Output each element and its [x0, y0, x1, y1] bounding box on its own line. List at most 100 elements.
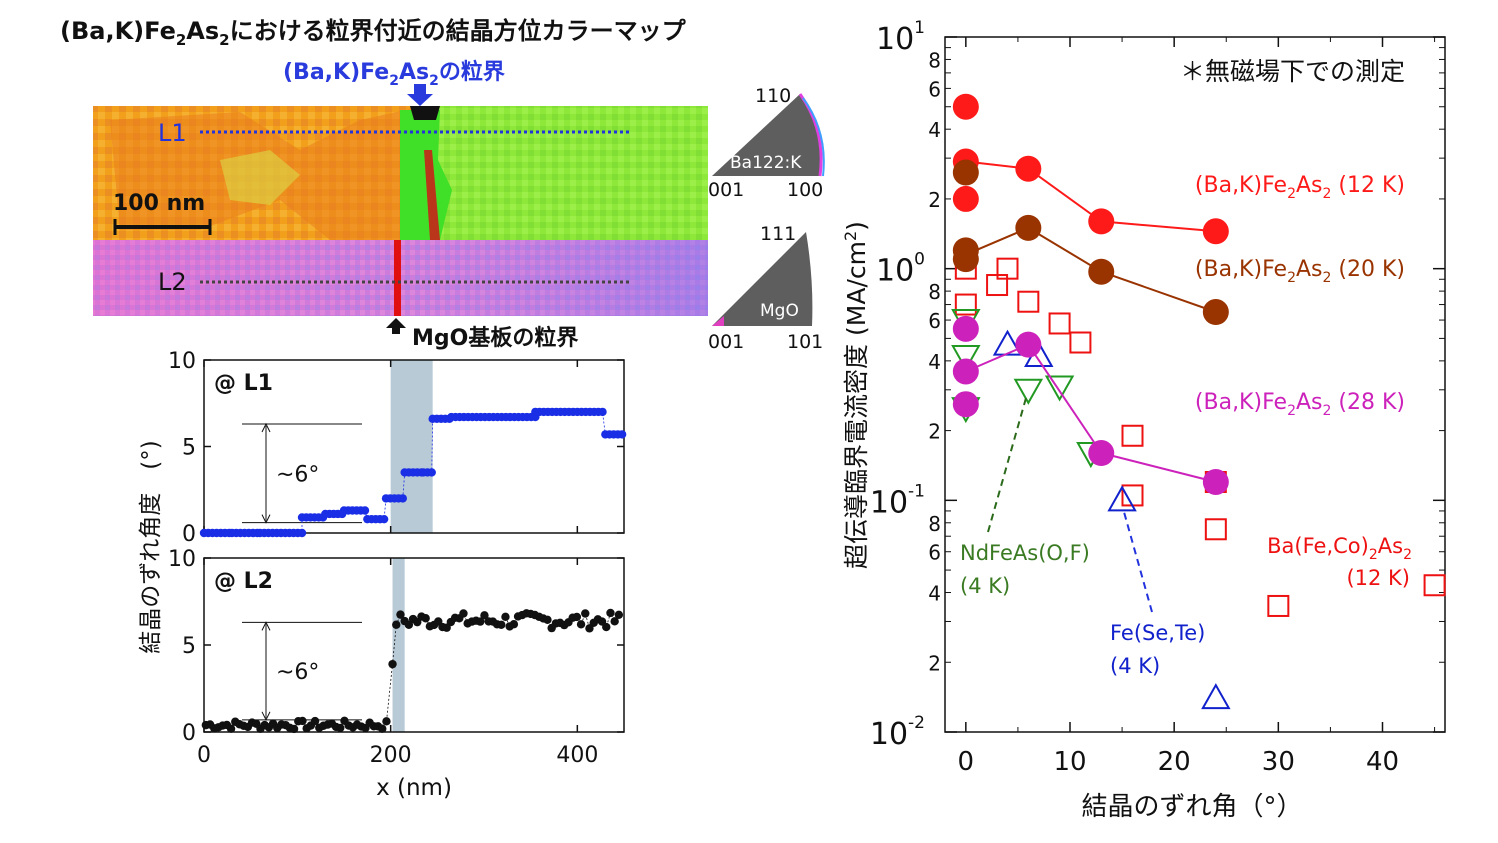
y-minor-label: 8 — [928, 512, 941, 536]
data-point — [480, 611, 489, 620]
data-point — [404, 620, 414, 629]
y-tick-label: 10 — [168, 349, 196, 374]
bracket-arrowhead — [261, 422, 271, 433]
data-point — [581, 609, 590, 618]
line-l2-label: L2 — [158, 268, 187, 296]
scale-bar: 100 nm — [113, 191, 212, 235]
jc-note: ＊無磁場下での測定 — [1180, 57, 1405, 86]
data-point — [952, 358, 979, 385]
series-line — [965, 160, 1216, 233]
y-tick-label: 10-1 — [870, 481, 925, 520]
data-point — [1044, 375, 1075, 402]
x-tick-label: 400 — [556, 743, 598, 768]
data-point — [1202, 218, 1229, 245]
data-point — [382, 717, 391, 726]
label-bak-28k: (Ba,K)Fe2As2 (28 K) — [1195, 390, 1405, 419]
data-point — [1202, 468, 1229, 495]
data-point — [952, 185, 979, 212]
color-key-ba122: 110 Ba122:K 001 100 — [708, 85, 825, 201]
data-point — [396, 610, 405, 619]
y-minor-label: 2 — [928, 420, 941, 444]
data-point — [952, 391, 979, 418]
data-point — [1048, 312, 1071, 335]
x-tick-label: 20 — [1158, 747, 1191, 777]
data-point — [1423, 574, 1446, 597]
data-point — [1204, 518, 1227, 541]
y-minor-label: 6 — [928, 541, 941, 565]
y-minor-label: 8 — [928, 280, 941, 304]
data-point — [378, 724, 387, 733]
grain-boundary-arrow-icon — [407, 84, 433, 106]
data-point — [310, 716, 320, 726]
y-minor-label: 2 — [928, 188, 941, 212]
data-point — [952, 159, 979, 186]
data-point — [427, 468, 436, 477]
data-point — [379, 514, 389, 524]
data-point — [1088, 208, 1115, 235]
data-point — [1121, 424, 1144, 447]
y-tick-label: 10 — [168, 547, 196, 572]
label-ndfeas: NdFeAs(O,F) — [960, 541, 1090, 565]
data-point — [289, 724, 299, 734]
y-minor-label: 6 — [928, 77, 941, 101]
data-point — [226, 724, 236, 733]
data-point — [336, 723, 345, 733]
y-tick-label: 10-2 — [870, 713, 925, 752]
key2-top-label: 111 — [760, 223, 796, 245]
chart-l1: 0 5 10 @ L1 ~6° — [168, 349, 627, 547]
y-minor-label: 4 — [928, 118, 941, 142]
data-point — [614, 610, 624, 620]
bracket-arrowhead — [261, 711, 271, 721]
data-point — [392, 620, 401, 629]
data-point — [1202, 299, 1229, 326]
data-point — [421, 614, 430, 623]
bracket-arrowhead — [261, 621, 271, 631]
grain-boundary-label: (Ba,K)Fe2As2の粒界 — [283, 59, 505, 89]
data-point — [602, 622, 611, 632]
data-point — [497, 620, 506, 629]
chart-l2: 0 5 10 0 200 400 @ L2 ~6° — [168, 547, 625, 768]
data-point — [360, 506, 370, 515]
color-key-mgo: 111 MgO 001 101 — [708, 223, 823, 353]
data-point — [297, 528, 307, 538]
bracket-label: ~6° — [276, 660, 319, 685]
label-ndfeas-temp: (4 K) — [960, 574, 1010, 598]
x-tick-label: 40 — [1366, 747, 1399, 777]
x-tick-label: 30 — [1262, 747, 1295, 777]
key1-right-label: 100 — [787, 179, 823, 201]
data-point — [996, 257, 1019, 280]
y-minor-label: 8 — [928, 48, 941, 72]
y-minor-label: 2 — [928, 651, 941, 675]
data-point — [617, 430, 627, 439]
series-line — [965, 343, 1217, 483]
y-tick-label: 0 — [182, 522, 196, 547]
data-point — [398, 494, 407, 503]
data-point — [610, 617, 619, 626]
key2-right-label: 101 — [787, 331, 823, 353]
data-point — [509, 620, 519, 629]
x-tick-label: 200 — [370, 743, 412, 768]
data-point — [576, 620, 586, 629]
bracket-label: ~6° — [276, 462, 319, 487]
y-minor-label: 6 — [928, 309, 941, 333]
data-point — [952, 246, 979, 273]
orientation-map — [93, 106, 708, 316]
data-point — [951, 344, 981, 371]
x-tick-label: 0 — [197, 743, 211, 768]
substrate-gb-label: MgO基板の粒界 — [412, 325, 578, 351]
data-point — [1201, 683, 1231, 710]
data-point — [1088, 258, 1115, 285]
label-fesete: Fe(Se,Te) — [1110, 621, 1205, 645]
line-l1-label: L1 — [158, 119, 187, 147]
data-point — [1069, 331, 1092, 354]
data-point — [543, 615, 552, 624]
data-point — [476, 617, 485, 626]
key1-inner-label: Ba122:K — [730, 153, 802, 173]
leader-ndfeas — [987, 397, 1027, 533]
label-bak-20k: (Ba,K)Fe2As2 (20 K) — [1195, 257, 1405, 286]
key1-top-label: 110 — [755, 85, 791, 107]
scale-bar-label: 100 nm — [113, 191, 205, 216]
data-point — [1088, 440, 1115, 467]
data-point — [598, 407, 607, 417]
